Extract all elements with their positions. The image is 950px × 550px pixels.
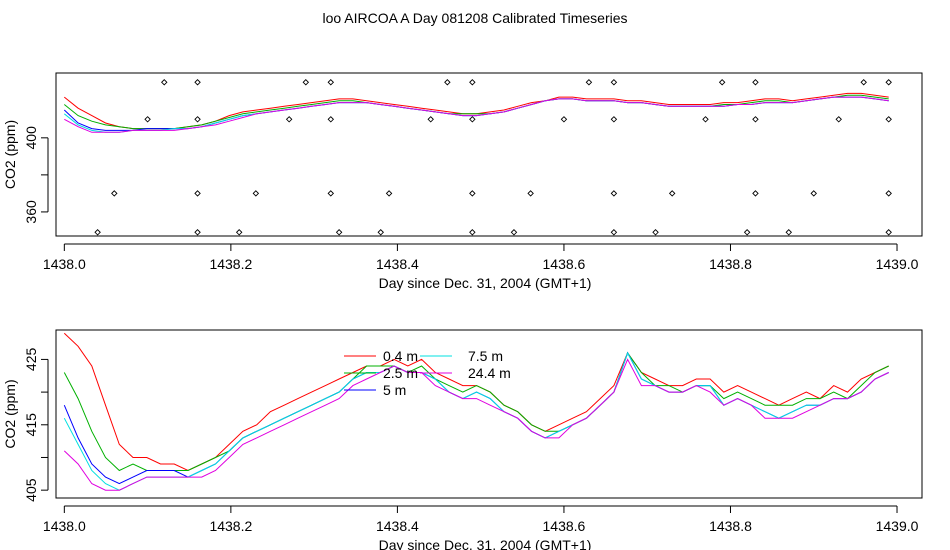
legend-label: 2.5 m [383, 365, 418, 381]
series-line-2-5-m [63, 94, 889, 130]
marker-diamond [752, 190, 759, 197]
marker-diamond [585, 79, 593, 86]
marker-diamond [327, 79, 335, 86]
x-tick-label: 1438.8 [709, 518, 752, 534]
marker-diamond [161, 79, 168, 86]
marker-diamond [668, 190, 676, 197]
marker-diamond [302, 79, 310, 86]
marker-diamond [469, 116, 476, 123]
series-line-0-4-m [63, 92, 889, 130]
marker-diamond [610, 79, 618, 86]
marker-diamond [885, 79, 892, 86]
marker-diamond [885, 116, 892, 123]
x-axis-label: Day since Dec. 31, 2004 (GMT+1) [379, 275, 592, 291]
marker-diamond [610, 190, 618, 197]
marker-diamond [885, 229, 892, 236]
marker-diamond [702, 116, 709, 123]
series-line-2-5-m [63, 351, 889, 472]
marker-diamond [444, 79, 451, 86]
x-tick-label: 1438.2 [209, 518, 252, 534]
marker-diamond [194, 116, 201, 123]
marker-diamond [252, 190, 260, 197]
x-tick-label: 1439.0 [876, 256, 919, 272]
plot-frame [55, 72, 923, 237]
marker-diamond [785, 229, 793, 236]
y-tick-label: 360 [23, 200, 39, 224]
marker-diamond [327, 190, 335, 197]
page-title: loo AIRCOA A Day 081208 Calibrated Times… [322, 10, 628, 26]
marker-diamond [743, 229, 751, 236]
marker-diamond [610, 116, 618, 123]
x-tick-label: 1438.0 [43, 518, 86, 534]
y-tick-label: 405 [23, 478, 39, 502]
top-panel: 1438.0 1438.2 1438.4 1438.6 1438.8 1439.0 Day … [2, 72, 923, 291]
legend-label: 5 m [383, 382, 406, 398]
marker-diamond [285, 116, 293, 123]
x-tick-label: 1438.4 [376, 256, 419, 272]
marker-diamond [327, 116, 335, 123]
series-line-24-4-m [63, 358, 889, 491]
legend-label: 0.4 m [383, 348, 418, 364]
marker-diamond [194, 79, 201, 86]
marker-diamond [94, 229, 101, 236]
marker-diamond [469, 79, 476, 86]
marker-diamond [885, 190, 892, 197]
marker-diamond [752, 79, 759, 86]
y-axis-label: CO2 (ppm) [2, 379, 18, 448]
legend-label: 24.4 m [468, 365, 511, 381]
legend-label: 7.5 m [468, 348, 503, 364]
marker-diamond [385, 190, 393, 197]
marker-diamond [194, 190, 201, 197]
series-line-24-4-m [64, 96, 889, 133]
marker-diamond [377, 229, 384, 236]
marker-diamond [752, 116, 759, 123]
y-tick-label: 425 [23, 348, 39, 372]
x-tick-label: 1438.0 [43, 256, 86, 272]
marker-diamond [652, 229, 659, 236]
marker-diamond [810, 190, 817, 197]
x-tick-label: 1438.8 [709, 256, 752, 272]
marker-diamond [111, 190, 118, 197]
x-tick-label: 1438.6 [543, 256, 586, 272]
marker-diamond [335, 229, 343, 236]
marker-diamond [194, 229, 201, 236]
marker-diamond [835, 116, 842, 123]
marker-diamond [427, 116, 434, 123]
marker-diamond [718, 79, 726, 86]
x-tick-label: 1438.4 [376, 518, 419, 534]
bottom-panel: 1438.0 1438.2 1438.4 1438.6 1438.8 1439.0 Day … [2, 329, 923, 550]
marker-diamond [860, 79, 867, 86]
marker-diamond [610, 229, 618, 236]
x-tick-label: 1438.6 [543, 518, 586, 534]
marker-diamond [469, 229, 476, 236]
plot-frame [55, 329, 923, 499]
marker-diamond [469, 190, 476, 197]
marker-diamond [527, 190, 534, 197]
x-axis-label: Day since Dec. 31, 2004 (GMT+1) [379, 537, 592, 550]
marker-diamond [510, 229, 518, 236]
y-axis-label: CO2 (ppm) [2, 120, 18, 189]
x-tick-label: 1439.0 [876, 518, 919, 534]
y-tick-label: 400 [23, 126, 39, 150]
marker-diamond [144, 116, 151, 123]
marker-diamond [560, 116, 568, 123]
marker-diamond [235, 229, 243, 236]
x-tick-label: 1438.2 [209, 256, 252, 272]
y-tick-label: 415 [23, 413, 39, 437]
